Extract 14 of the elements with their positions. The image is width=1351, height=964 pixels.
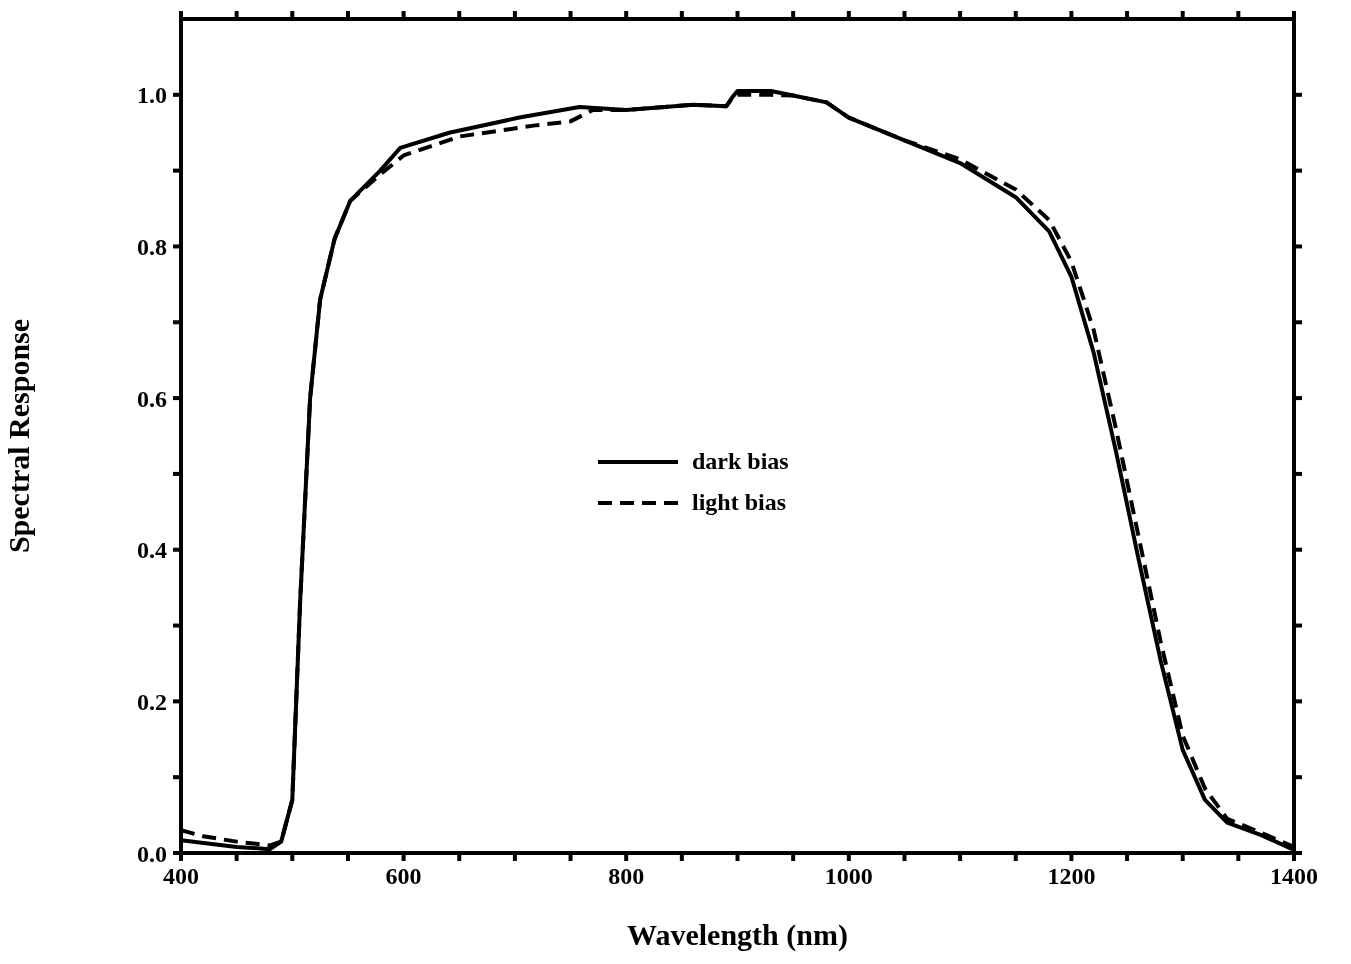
y-tick-label: 0.4 <box>137 537 167 564</box>
y-axis-title: Spectral Response <box>1 318 35 554</box>
x-axis-title: Wavelength (nm) <box>627 918 848 952</box>
legend-label: dark bias <box>692 448 789 475</box>
y-tick-label: 1.0 <box>137 82 167 109</box>
x-tick-label: 600 <box>385 863 422 890</box>
y-tick-label: 0.6 <box>137 385 167 412</box>
legend-label: light bias <box>692 489 787 516</box>
y-tick-label: 0.8 <box>137 233 167 260</box>
x-tick-label: 1000 <box>824 863 873 890</box>
x-tick-label: 1200 <box>1047 863 1096 890</box>
x-tick-label: 800 <box>608 863 645 890</box>
y-tick-label: 0.2 <box>137 688 167 715</box>
x-tick-label: 1400 <box>1270 863 1318 890</box>
